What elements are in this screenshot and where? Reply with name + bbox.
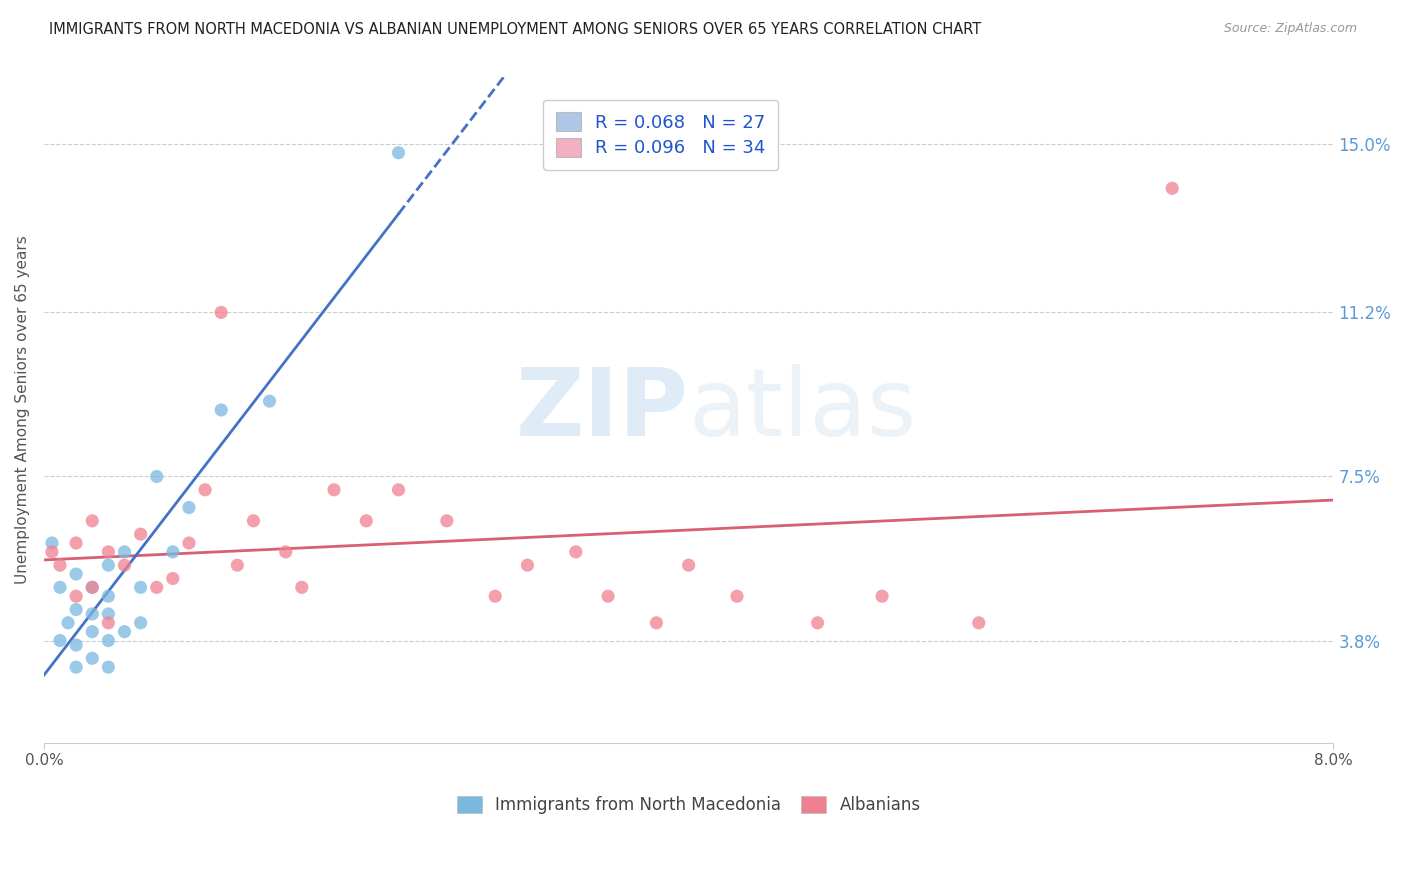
Point xyxy=(177,500,200,515)
Point xyxy=(114,624,136,639)
Point xyxy=(65,589,87,603)
Point xyxy=(41,536,63,550)
Point xyxy=(49,633,72,648)
Point xyxy=(129,615,152,630)
Point xyxy=(678,558,700,573)
Point xyxy=(65,660,87,674)
Point xyxy=(162,572,184,586)
Point xyxy=(725,589,748,603)
Point xyxy=(291,580,314,594)
Point xyxy=(806,615,828,630)
Point xyxy=(97,545,120,559)
Point xyxy=(82,514,104,528)
Point xyxy=(516,558,538,573)
Y-axis label: Unemployment Among Seniors over 65 years: Unemployment Among Seniors over 65 years xyxy=(15,235,30,584)
Point xyxy=(49,580,72,594)
Point xyxy=(41,545,63,559)
Point xyxy=(145,469,167,483)
Point xyxy=(242,514,264,528)
Point xyxy=(274,545,297,559)
Text: ZIP: ZIP xyxy=(516,364,689,456)
Point xyxy=(209,305,232,319)
Point xyxy=(323,483,346,497)
Point xyxy=(82,607,104,621)
Point xyxy=(194,483,217,497)
Point xyxy=(65,638,87,652)
Point xyxy=(97,615,120,630)
Point xyxy=(97,633,120,648)
Point xyxy=(129,527,152,541)
Point xyxy=(114,558,136,573)
Point xyxy=(82,651,104,665)
Point xyxy=(65,602,87,616)
Point xyxy=(162,545,184,559)
Point xyxy=(870,589,893,603)
Point xyxy=(259,394,281,409)
Point xyxy=(177,536,200,550)
Point xyxy=(65,536,87,550)
Point xyxy=(129,580,152,594)
Point xyxy=(1161,181,1184,195)
Point xyxy=(596,589,619,603)
Point xyxy=(82,580,104,594)
Point xyxy=(65,567,87,582)
Point xyxy=(82,580,104,594)
Text: IMMIGRANTS FROM NORTH MACEDONIA VS ALBANIAN UNEMPLOYMENT AMONG SENIORS OVER 65 Y: IMMIGRANTS FROM NORTH MACEDONIA VS ALBAN… xyxy=(49,22,981,37)
Point xyxy=(82,624,104,639)
Point xyxy=(114,545,136,559)
Point xyxy=(387,145,409,160)
Point xyxy=(145,580,167,594)
Point xyxy=(97,558,120,573)
Point xyxy=(97,607,120,621)
Point xyxy=(645,615,668,630)
Point xyxy=(97,660,120,674)
Point xyxy=(967,615,990,630)
Text: atlas: atlas xyxy=(689,364,917,456)
Point xyxy=(209,403,232,417)
Text: Source: ZipAtlas.com: Source: ZipAtlas.com xyxy=(1223,22,1357,36)
Point xyxy=(97,589,120,603)
Point xyxy=(484,589,506,603)
Point xyxy=(387,483,409,497)
Point xyxy=(565,545,588,559)
Point xyxy=(49,558,72,573)
Point xyxy=(356,514,378,528)
Legend: Immigrants from North Macedonia, Albanians: Immigrants from North Macedonia, Albania… xyxy=(449,788,929,822)
Point xyxy=(56,615,79,630)
Point xyxy=(436,514,458,528)
Point xyxy=(226,558,249,573)
